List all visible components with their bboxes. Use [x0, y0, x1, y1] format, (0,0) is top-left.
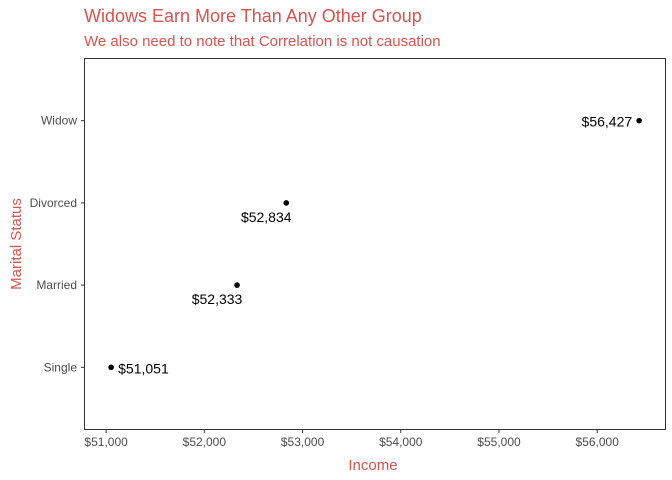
data-label: $51,051 — [118, 360, 169, 376]
data-point — [234, 282, 240, 288]
y-axis: Single Married Divorced Widow — [30, 114, 85, 374]
y-axis-title: Marital Status — [8, 198, 25, 290]
y-tick-label: Divorced — [30, 196, 77, 210]
data-point — [636, 117, 642, 124]
y-tick-label: Married — [36, 278, 77, 292]
chart-subtitle: We also need to note that Correlation is… — [84, 33, 441, 50]
x-tick-label: $53,000 — [281, 435, 325, 449]
y-tick-label: Single — [44, 360, 78, 374]
x-tick-label: $56,000 — [576, 435, 620, 449]
x-tick-label: $51,000 — [84, 435, 128, 449]
plot-panel — [84, 58, 666, 430]
data-points: $51,051 $52,333 $52,834 $56,427 — [108, 114, 642, 376]
x-axis-title: Income — [348, 457, 397, 474]
y-tick-label: Widow — [41, 114, 77, 128]
x-tick-label: $52,000 — [183, 435, 227, 449]
x-tick-label: $55,000 — [477, 435, 521, 449]
data-label: $52,333 — [192, 291, 243, 307]
chart-title: Widows Earn More Than Any Other Group — [84, 6, 422, 26]
data-label: $52,834 — [241, 209, 292, 225]
x-axis: $51,000 $52,000 $53,000 $54,000 $55,000 $56,0… — [84, 429, 619, 449]
data-point — [283, 200, 290, 206]
data-label: $56,427 — [582, 114, 633, 130]
x-tick-label: $54,000 — [379, 435, 423, 449]
data-point — [108, 364, 114, 371]
